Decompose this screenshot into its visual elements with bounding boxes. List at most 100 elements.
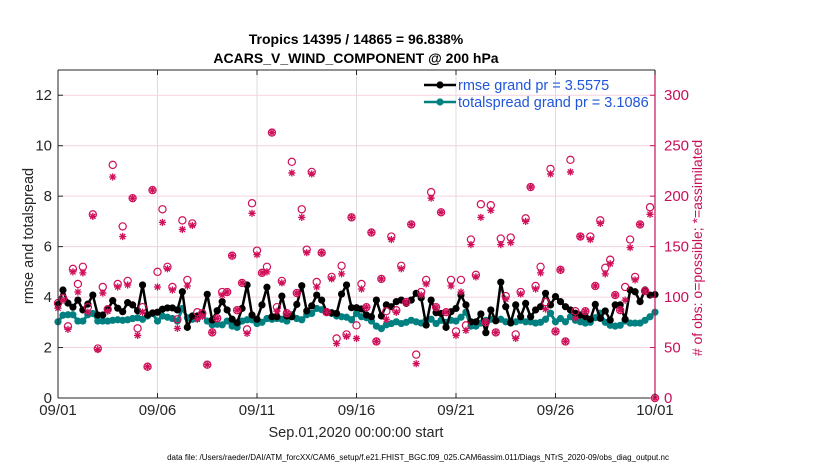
obs-assimilated-point: [298, 213, 306, 221]
totalspread-point: [94, 317, 102, 325]
obs-assimilated-point: [148, 186, 157, 194]
obs-assimilated-point: [571, 314, 579, 322]
y2-tick-label: 0: [664, 390, 672, 407]
obs-possible-point: [456, 275, 466, 285]
obs-assimilated-point: [143, 363, 152, 371]
obs-assimilated-point: [556, 266, 565, 274]
obs-possible-point: [158, 205, 167, 214]
obs-assimilated-point: [193, 315, 201, 323]
series-rmse: [54, 278, 659, 337]
obs-assimilated-point: [566, 168, 575, 176]
obs-possible-point: [476, 200, 486, 209]
obs-assimilated-point: [288, 169, 296, 177]
obs-assimilated-point: [546, 170, 555, 178]
obs-assimilated-point: [447, 282, 455, 290]
rmse-point: [313, 291, 321, 299]
obs-assimilated-point: [134, 331, 142, 340]
obs-possible-point: [382, 307, 391, 316]
obs-assimilated-point: [432, 303, 440, 311]
obs-assimilated-point: [561, 337, 570, 346]
obs-assimilated-point: [233, 306, 241, 314]
y2-tick-label: 250: [664, 138, 689, 155]
y2-tick-label: 100: [664, 289, 689, 306]
legend-entry-rmse: rmse grand pr = 3.5575: [424, 78, 609, 94]
legend-entry-totalspread: totalspread grand pr = 3.1086: [424, 95, 649, 111]
rmse-point: [512, 301, 520, 309]
rmse-point: [74, 296, 82, 304]
series-layer: [54, 278, 659, 337]
totalspread-point: [69, 311, 77, 319]
y-tick-label: 12: [35, 87, 52, 104]
totalspread-point: [377, 325, 385, 333]
obs-assimilated-point: [328, 275, 336, 283]
obs-assimilated-point: [591, 282, 599, 290]
rmse-point: [596, 314, 604, 322]
rmse-point: [442, 323, 450, 331]
obs-assimilated-point: [631, 276, 639, 284]
rmse-point: [183, 323, 191, 331]
totalspread-point: [522, 318, 530, 326]
rmse-point: [228, 315, 236, 323]
obs-assimilated-point: [357, 285, 366, 293]
y-tick-label: 2: [44, 340, 52, 357]
totalspread-point: [626, 319, 634, 327]
obs-possible-point: [178, 216, 187, 225]
rmse-point: [422, 321, 430, 329]
obs-possible-point: [352, 321, 361, 330]
chart-title-line-1: Tropics 14395 / 14865 = 96.838%: [249, 31, 464, 47]
x-tick-label: 09/01: [39, 402, 77, 419]
obs-assimilated-point: [129, 194, 137, 202]
obs-assimilated-point: [646, 210, 654, 218]
rmse-point: [273, 313, 281, 321]
rmse-point: [333, 309, 341, 318]
y-tick-label: 4: [44, 289, 52, 306]
obs-assimilated-point: [482, 318, 490, 326]
series-totalspread: [54, 304, 659, 333]
y-tick-label: 6: [44, 239, 52, 256]
obs-assimilated-point: [273, 307, 281, 315]
legend-marker-totalspread: [436, 98, 444, 106]
y-tick-label: 0: [44, 390, 52, 407]
obs-assimilated-point: [367, 228, 376, 237]
obs-assimilated-point: [596, 219, 604, 228]
rmse-point: [541, 289, 550, 297]
obs-assimilated-point: [124, 281, 132, 289]
rmse-point: [223, 306, 231, 314]
totalspread-point: [218, 321, 226, 329]
obs-assimilated-point: [507, 238, 515, 247]
obs-assimilated-point: [527, 183, 535, 191]
obs-possible-point: [133, 324, 142, 333]
rmse-point: [318, 296, 326, 304]
grid-layer: [58, 70, 655, 398]
rmse-point: [551, 292, 560, 301]
obs-assimilated-point: [636, 220, 644, 229]
rmse-point: [492, 317, 500, 325]
obs-assimilated-point: [497, 240, 505, 249]
y2-tick-label: 50: [664, 340, 681, 357]
obs-assimilated-point: [114, 283, 122, 291]
obs-assimilated-point: [586, 235, 594, 244]
obs-assimilated-point: [512, 334, 520, 343]
rmse-point: [522, 299, 530, 307]
obs-assimilated-point: [606, 260, 614, 268]
obs-assimilated-point: [138, 308, 147, 316]
rmse-point: [487, 306, 495, 314]
rmse-point: [258, 301, 266, 309]
x-tick-label: 09/06: [139, 402, 177, 419]
obs-possible-point: [108, 160, 117, 170]
rmse-point: [69, 303, 77, 311]
rmse-point: [482, 329, 490, 337]
obs-possible-point: [625, 235, 635, 244]
rmse-point: [606, 316, 614, 324]
obs-assimilated-point: [218, 291, 226, 299]
totalspread-point: [79, 317, 87, 325]
rmse-point: [497, 278, 505, 286]
totalspread-point: [616, 321, 624, 329]
rmse-point: [163, 304, 172, 312]
obs-assimilated-point: [626, 244, 634, 252]
x-tick-label: 10/01: [636, 402, 674, 419]
y2-tick-label: 200: [664, 188, 689, 205]
obs-assimilated-point: [293, 289, 301, 297]
